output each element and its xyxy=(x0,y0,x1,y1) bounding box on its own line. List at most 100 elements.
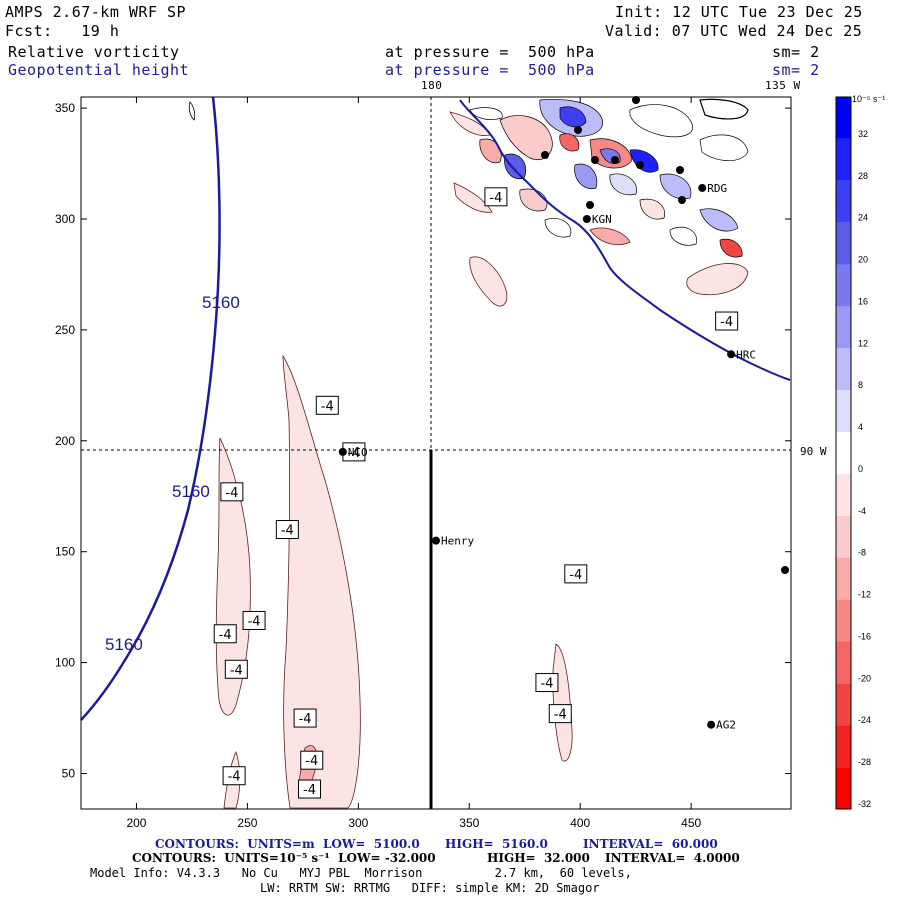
x-tick-label: 450 xyxy=(681,816,701,830)
height-label: 5160 xyxy=(172,482,210,501)
field1-name: Relative vorticity xyxy=(8,43,180,61)
height-contour-5160 xyxy=(80,96,221,721)
vorticity-label: -4 xyxy=(321,399,334,414)
vorticity-strip-east xyxy=(282,354,361,809)
vorticity-blob-290 xyxy=(453,182,493,213)
y-tick-label: 200 xyxy=(55,434,75,448)
init-time: Init: 12 UTC Tue 23 Dec 25 xyxy=(615,3,863,21)
colorbar: 32 28 24 20 16 12 8 4 0 -4 -8 -12 -16 -20 -24 -28 -32 xyxy=(835,96,871,810)
x-tick-label: 350 xyxy=(459,816,479,830)
station-label: KGN xyxy=(592,213,612,226)
colorbar-frame xyxy=(835,96,852,810)
footer-height-high: HIGH= 5160.0 xyxy=(445,837,548,851)
vorticity-label: -4 xyxy=(720,315,733,330)
colorbar-tick-label: 4 xyxy=(858,422,863,432)
vorticity-label: -4 xyxy=(347,446,360,461)
vorticity-strip-west xyxy=(215,437,251,716)
forecast-hour: Fcst: 19 h xyxy=(5,22,120,40)
lon-label-135w: 135 W xyxy=(765,79,801,92)
vorticity-label: -4 xyxy=(569,568,582,583)
vorticity-label: -4 xyxy=(281,524,294,539)
field1-smoothing: sm= 2 xyxy=(772,43,820,61)
plot-area xyxy=(81,97,791,809)
colorbar-tick-label: -16 xyxy=(858,631,871,641)
colorbar-swatch xyxy=(836,432,851,474)
y-axis: 50 100 150 200 250 300 350 xyxy=(55,101,791,781)
vorticity-label-box xyxy=(548,704,572,724)
model-title: AMPS 2.67-km WRF SP xyxy=(5,3,187,21)
vorticity-blob-stub xyxy=(188,101,196,121)
colorbar-tick-label: -20 xyxy=(858,673,871,683)
valid-time: Valid: 07 UTC Wed 24 Dec 25 xyxy=(605,22,863,40)
footer-vort-contours: CONTOURS: UNITS=10⁻⁵ s⁻¹ LOW= -32.000 xyxy=(132,851,436,865)
plot-frame xyxy=(80,96,792,810)
colorbar-tick-label: 12 xyxy=(858,338,868,348)
vorticity-label: -4 xyxy=(540,677,553,692)
vorticity-label: -4 xyxy=(225,486,238,501)
footer-model-info: Model Info: V4.3.3 No Cu MYJ PBL Morriso… xyxy=(90,866,632,880)
colorbar-swatch xyxy=(836,390,851,433)
footer-vort-interval: INTERVAL= 4.0000 xyxy=(605,851,740,865)
colorbar-swatch xyxy=(836,180,851,223)
station-dot xyxy=(707,720,716,729)
colorbar-swatch xyxy=(836,515,851,558)
vorticity-label: -4 xyxy=(489,191,502,206)
vorticity-label: -4 xyxy=(303,783,316,798)
vorticity-label-box xyxy=(242,610,266,630)
station-dot xyxy=(432,536,440,545)
vorticity-label-box xyxy=(564,564,588,584)
vorticity-label: -4 xyxy=(305,754,318,769)
lon-label-180: 180 xyxy=(421,79,443,92)
vorticity-labels: -4 -4 -4 -4 -4 -4 -4 -4 -4 -4 -4 -4 -4 -4 -4 -4 xyxy=(213,187,739,799)
colorbar-tick-label: 8 xyxy=(858,380,863,390)
colorbar-tick-label: -8 xyxy=(858,548,866,558)
vorticity-label: -4 xyxy=(248,614,261,629)
station-dot xyxy=(698,183,707,192)
footer-physics: LW: RRTM SW: RRTMG DIFF: simple KM: 2D S… xyxy=(260,881,600,895)
colorbar-swatch xyxy=(836,138,851,181)
vorticity-label-box xyxy=(535,673,559,693)
station-markers: NCO Henry HRC AG2 RDG KGN xyxy=(338,182,756,732)
height-labels: 5160 5160 5160 xyxy=(105,293,240,654)
colorbar-swatch xyxy=(836,222,851,265)
colorbar-tick-label: 16 xyxy=(858,296,868,306)
height-label: 5160 xyxy=(105,635,143,654)
vorticity-label-box xyxy=(315,395,339,415)
vorticity-label-box xyxy=(300,750,324,770)
colorbar-tick-label: 20 xyxy=(858,255,868,265)
station-label: NCO xyxy=(348,446,368,459)
vorticity-label: -4 xyxy=(230,663,243,678)
vorticity-label-box xyxy=(222,766,246,786)
vorticity-label-box xyxy=(224,659,248,679)
cluster-dots xyxy=(541,96,789,574)
colorbar-tick-label: -28 xyxy=(858,757,871,767)
x-tick-label: 250 xyxy=(237,816,257,830)
vorticity-label-box xyxy=(715,311,739,331)
footer-height-contours: CONTOURS: UNITS=m LOW= 5100.0 xyxy=(155,837,420,851)
colorbar-swatch xyxy=(836,264,851,307)
station-label: HRC xyxy=(736,348,756,361)
height-label: 5160 xyxy=(202,293,240,312)
station-dot xyxy=(582,214,591,223)
lat-label-90w: 90 W xyxy=(800,445,827,458)
vorticity-blob-mid xyxy=(589,227,631,246)
y-tick-label: 150 xyxy=(55,545,75,559)
colorbar-swatch xyxy=(836,683,851,726)
vorticity-label: -4 xyxy=(554,708,567,723)
colorbar-swatch xyxy=(836,473,851,516)
vorticity-label: -4 xyxy=(228,770,241,785)
colorbar-tick-label: 32 xyxy=(858,129,868,139)
vorticity-label-box xyxy=(213,624,237,644)
station-dot xyxy=(338,447,347,456)
vorticity-label: -4 xyxy=(219,628,232,643)
vorticity-label-box xyxy=(220,482,244,502)
y-tick-label: 100 xyxy=(55,656,75,670)
colorbar-swatch xyxy=(836,348,851,391)
x-tick-label: 300 xyxy=(348,816,368,830)
colorbar-tick-label: -4 xyxy=(858,506,866,516)
field2-level: at pressure = 500 hPa xyxy=(385,61,595,79)
y-tick-label: 50 xyxy=(62,767,76,781)
colorbar-swatch xyxy=(836,641,851,684)
y-tick-label: 300 xyxy=(55,212,75,226)
